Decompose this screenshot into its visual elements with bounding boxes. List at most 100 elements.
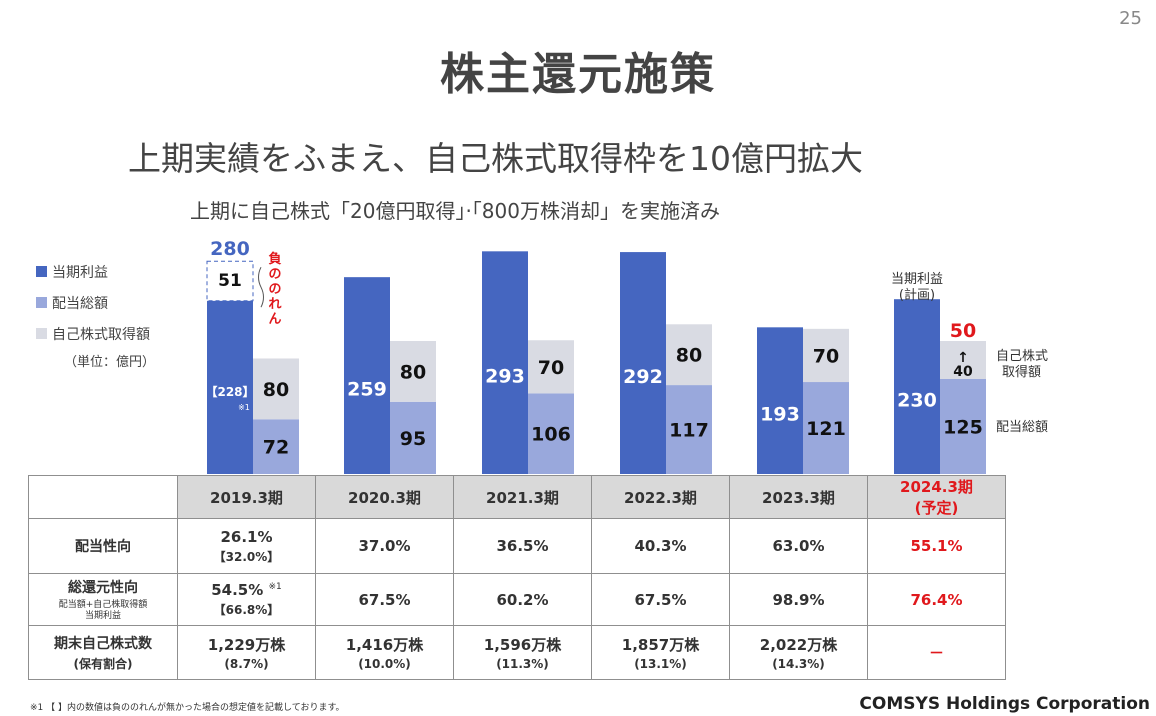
table-cell-plan: 55.1% [867,518,1006,574]
treasury-shares: 1,416万株 [345,636,424,654]
bar-chart: 280 51 【228】 ※1 負ののれん 72 80 259 95 80 293 106 70 292 1… [205,238,1048,474]
row-label-treasury: 期末自己株式数 (保有割合) [28,625,178,680]
data-label-profit: 193 [760,404,800,426]
legend-swatch-dividend [36,297,47,308]
total-return-label: 総還元性向 [68,580,138,596]
bar-buyback [528,340,574,394]
chart-legend: 当期利益 配当総額 自己株式取得額 （単位：億円） [36,256,155,370]
table-row-payout: 配当性向 26.1% 【32.0%】 37.0% 36.5% 40.3% 63.… [28,518,1006,574]
data-label-dividend: 106 [531,424,571,446]
table-cell: 60.2% [453,573,592,626]
bar-profit [482,251,528,474]
right-label-buyback: 自己株式 [996,349,1048,364]
legend-item-dividend: 配当総額 [36,287,155,318]
table-cell: 26.1% 【32.0%】 [177,518,316,574]
table-cell: 1,416万株 (10.0%) [315,625,454,680]
bar-dividend [528,393,574,474]
data-label-adjusted-note: ※1 [238,403,250,412]
legend-swatch-profit [36,266,47,277]
table-cell: 67.5% [591,573,730,626]
data-label-profit: 292 [623,366,663,388]
goodwill-label-char: の [268,267,281,282]
data-label-profit: 259 [347,379,387,401]
plan-profit-label-sub: (計画) [899,287,935,303]
treasury-shares: 1,229万株 [207,636,286,654]
legend-label-profit: 当期利益 [52,264,108,281]
table-header-year: 2020.3期 [315,475,454,519]
page-title: 株主還元施策 [440,49,716,100]
row-label-total-return: 総還元性向 配当額+自己株取得額 当期利益 [28,573,178,626]
bar-profit [207,300,253,474]
data-label-buyback: 80 [400,361,426,383]
goodwill-bracket [258,266,264,308]
table-header-year: 2022.3期 [591,475,730,519]
legend-item-buyback: 自己株式取得額 [36,318,155,349]
table-row-total-return: 総還元性向 配当額+自己株取得額 当期利益 54.5% ※1 【66.8%】 6… [28,573,1006,626]
table-row-treasury: 期末自己株式数 (保有割合) 1,229万株 (8.7%) 1,416万株 (10.… [28,625,1006,680]
legend-label-dividend: 配当総額 [52,295,108,312]
subheadline: 上期に自己株式「20億円取得」·「800万株消却」を実施済み [190,199,720,223]
table-cell: 36.5% [453,518,592,574]
table-cell: 54.5% ※1 【66.8%】 [177,573,316,626]
table-cell-plan: 76.4% [867,573,1006,626]
data-label-profit: 293 [485,366,525,388]
table-header-year: 2019.3期 [177,475,316,519]
data-label-dividend: 95 [400,428,426,450]
bar-dividend [940,379,986,474]
data-label-buyback: 80 [676,345,702,367]
treasury-sub-label: (保有割合) [73,657,133,671]
bar-profit [757,327,803,474]
table-header-row: 2019.3期 2020.3期 2021.3期 2022.3期 2023.3期 … [28,475,1006,519]
payout-adjusted-value: 【32.0%】 [213,549,280,564]
bar-profit [620,252,666,474]
table-corner-cell [28,475,178,519]
data-label-buyback: 80 [263,379,289,401]
bar-buyback [253,358,299,420]
goodwill-label-char: ん [268,312,281,327]
bar-buyback [940,341,986,379]
bar-dividend [803,382,849,474]
table-cell: 1,857万株 (13.1%) [591,625,730,680]
treasury-label: 期末自己株式数 [54,636,152,652]
table-cell: 37.0% [315,518,454,574]
footnote: ※1 【 】内の数値は負ののれんが無かった場合の想定値を記載しております。 [30,703,345,713]
data-label-buyback-prev: 40 [953,364,973,380]
table-cell: 63.0% [729,518,868,574]
plan-year-label: 2024.3期 [900,478,973,496]
table-cell-plan: － [867,625,1006,680]
plan-profit-label: 当期利益 [891,272,943,287]
table-header-plan-year: 2024.3期 (予定) [867,475,1006,519]
treasury-ratio: (10.0%) [358,657,411,671]
shareholder-return-table: 2019.3期 2020.3期 2021.3期 2022.3期 2023.3期 … [28,475,1006,680]
bar-profit [894,299,940,474]
total-return-adjusted-value: 【66.8%】 [213,603,280,617]
treasury-shares: 1,857万株 [621,636,700,654]
table-cell: 40.3% [591,518,730,574]
bar-profit [344,277,390,474]
headline: 上期実績をふまえ、自己株式取得枠を10億円拡大 [128,139,863,178]
right-label-buyback-sub: 取得額 [1002,364,1041,380]
treasury-ratio: (11.3%) [496,657,549,671]
total-return-note: ※1 [268,582,282,592]
treasury-ratio: (13.1%) [634,657,687,671]
total-return-formula-numerator: 配当額+自己株取得額 [58,600,148,610]
legend-label-buyback: 自己株式取得額 [52,326,150,343]
right-label-dividend: 配当総額 [996,420,1048,435]
data-label-profit: 280 [210,238,250,260]
data-label-dividend: 117 [669,420,709,442]
bar-dividend [253,419,299,474]
goodwill-box [206,260,254,302]
legend-item-profit: 当期利益 [36,256,155,287]
data-label-buyback-plan: 50 [950,320,976,342]
page-number: 25 [1119,8,1142,29]
bar-buyback [390,341,436,402]
bar-dividend [666,385,712,474]
table-header-year: 2023.3期 [729,475,868,519]
goodwill-label-char: の [268,282,281,297]
plan-year-note: (予定) [914,499,959,517]
data-label-buyback: 70 [813,345,839,367]
buyback-arrow: ↑ [957,350,969,366]
total-return-formula-denominator: 当期利益 [84,611,121,621]
data-label-adjusted-profit: 【228】 [205,384,254,399]
legend-unit: （単位：億円） [64,355,156,370]
